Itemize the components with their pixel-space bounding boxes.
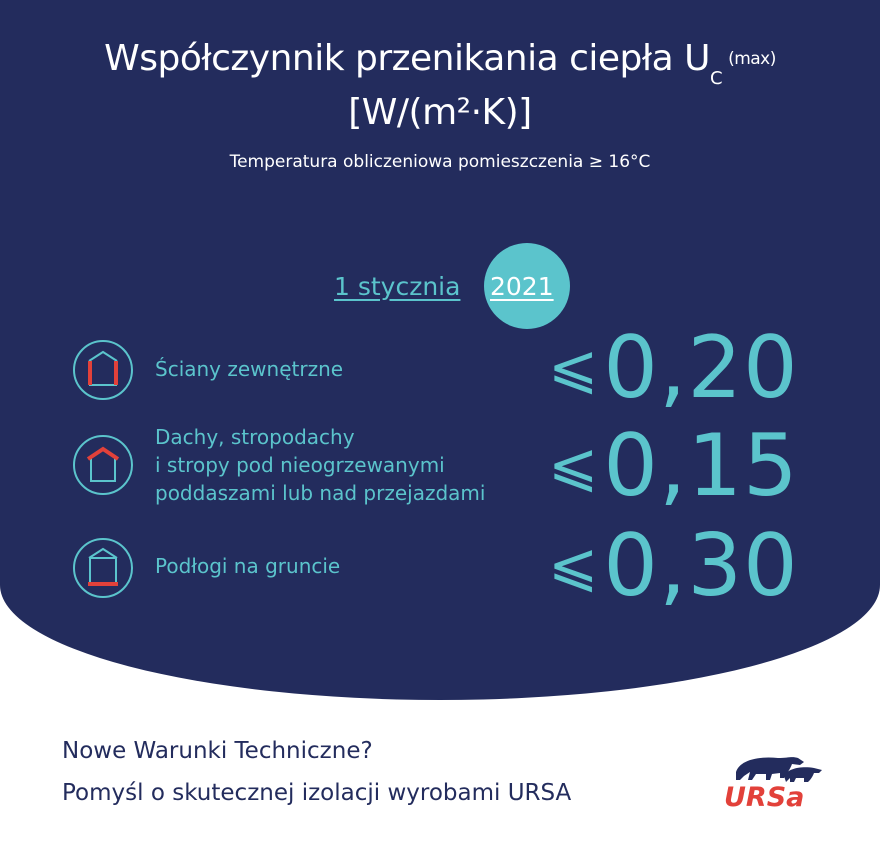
row-value-walls: ⩽0,20 <box>548 318 799 418</box>
date-prefix: 1 stycznia <box>334 272 461 301</box>
page-title: Współczynnik przenikania ciepła UC(max) <box>0 38 880 89</box>
title-unit: [W/(m²·K)] <box>348 92 532 133</box>
house-roof-icon <box>73 435 133 495</box>
row-label-roofs: Dachy, stropodachy i stropy pod nieogrzew… <box>155 425 486 505</box>
row-value-floors: ⩽0,30 <box>548 516 799 616</box>
year-highlight-circle <box>484 243 570 329</box>
title-text: Współczynnik przenikania ciepła U <box>104 38 710 79</box>
footer-line-1: Nowe Warunki Techniczne? <box>62 738 373 764</box>
ursa-logo: URSa <box>724 757 822 810</box>
row-label-floors: Podłogi na gruncie <box>155 554 341 578</box>
row-value-roofs: ⩽0,15 <box>548 416 799 516</box>
footer-line-2: Pomyśl o skutecznej izolacji wyrobami UR… <box>62 780 572 806</box>
subtitle: Temperatura obliczeniowa pomieszczenia ≥… <box>229 152 651 172</box>
title-subscript: C <box>709 68 723 89</box>
house-floor-icon <box>73 538 133 598</box>
house-walls-icon <box>73 340 133 400</box>
svg-text:URSa: URSa <box>724 782 804 810</box>
background-panel <box>0 0 880 700</box>
row-label-walls: Ściany zewnętrzne <box>155 357 344 381</box>
date-year: 2021 <box>490 272 554 301</box>
title-superscript: (max) <box>728 49 776 69</box>
